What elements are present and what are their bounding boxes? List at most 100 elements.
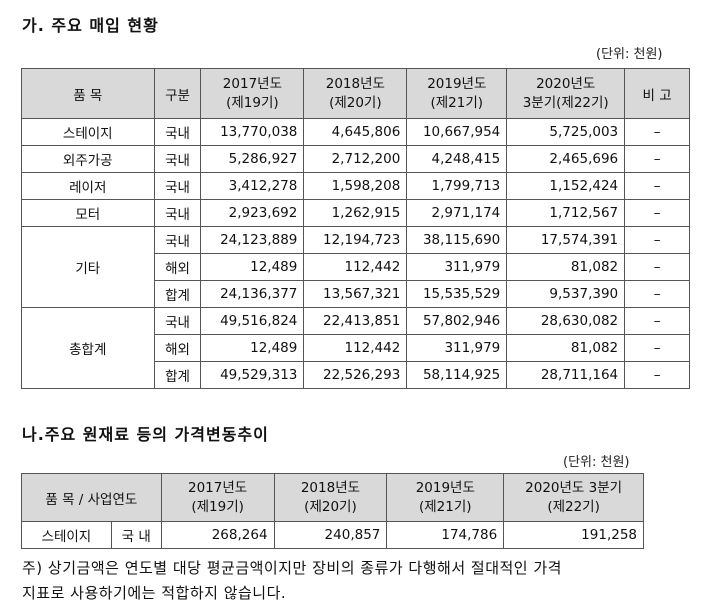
table-row: 기타 국내 24,123,889 12,194,723 38,115,690 1…	[21, 226, 690, 308]
cell-value: 49,516,824	[200, 307, 305, 335]
cell-item: 외주가공	[21, 145, 155, 173]
header-2018: 2018년도 (제20기)	[273, 473, 388, 522]
table-row: 외주가공 국내 5,286,927 2,712,200 4,248,415 2,…	[21, 145, 690, 173]
header-2019: 2019년도 (제21기)	[386, 473, 505, 522]
cell-value: 49,529,313	[200, 361, 305, 389]
cell-value: 4,248,415	[406, 145, 508, 173]
header-note: 비 고	[624, 68, 690, 119]
cell-value: 191,258	[503, 521, 644, 549]
cell-value: 9,537,390	[506, 280, 626, 308]
cell-value: 12,194,723	[303, 226, 408, 254]
cell-note: –	[624, 280, 690, 308]
header-2019: 2019년도 (제21기)	[406, 68, 508, 119]
cell-value: 2,465,696	[506, 145, 626, 173]
cell-type: 국내	[153, 172, 202, 200]
table-row: 해외 12,489 112,442 311,979 81,082 –	[22, 253, 690, 281]
table-row: 총합계 국내 49,516,824 22,413,851 57,802,946 …	[21, 307, 690, 389]
cell-value: 15,535,529	[406, 280, 508, 308]
cell-value: 5,725,003	[506, 118, 626, 146]
cell-value: 22,413,851	[303, 307, 408, 335]
table-row: 스테이지 국내 13,770,038 4,645,806 10,667,954 …	[21, 118, 690, 146]
cell-type: 합계	[153, 280, 202, 308]
cell-value: 112,442	[303, 253, 408, 281]
cell-item: 기타	[21, 226, 155, 308]
cell-value: 1,262,915	[303, 199, 408, 227]
cell-value: 10,667,954	[406, 118, 508, 146]
header-2017: 2017년도 (제19기)	[160, 473, 275, 522]
cell-value: 57,802,946	[406, 307, 508, 335]
cell-value: 3,412,278	[200, 172, 305, 200]
cell-value: 240,857	[273, 521, 388, 549]
table-row: 합계 24,136,377 13,567,321 15,535,529 9,53…	[22, 280, 690, 308]
cell-value: 38,115,690	[406, 226, 508, 254]
cell-type: 해외	[153, 334, 202, 362]
cell-value: 28,711,164	[506, 361, 626, 389]
table-row: 해외 12,489 112,442 311,979 81,082 –	[22, 334, 690, 362]
header-2020: 2020년도 3분기(제22기)	[506, 68, 626, 119]
cell-note: –	[624, 118, 690, 146]
footnote-line: 주) 상기금액은 연도별 대당 평균금액이지만 장비의 종류가 다행해서 절대적…	[22, 559, 562, 577]
cell-value: 24,136,377	[200, 280, 305, 308]
cell-value: 311,979	[406, 334, 508, 362]
cell-item: 스테이지	[21, 118, 155, 146]
cell-note: –	[624, 145, 690, 173]
cell-value: 2,971,174	[406, 199, 508, 227]
cell-item: 스테이지	[21, 521, 112, 549]
cell-type: 국내	[153, 199, 202, 227]
cell-value: 28,630,082	[506, 307, 626, 335]
cell-value: 22,526,293	[303, 361, 408, 389]
cell-type: 해외	[153, 253, 202, 281]
cell-note: –	[624, 307, 690, 335]
cell-value: 13,770,038	[200, 118, 305, 146]
cell-item: 모터	[21, 199, 155, 227]
purchase-table: 품 목 구분 2017년도 (제19기) 2018년도 (제20기) 2019년도(…	[21, 68, 690, 389]
cell-type: 국내	[153, 118, 202, 146]
cell-value: 81,082	[506, 334, 626, 362]
cell-item: 레이저	[21, 172, 155, 200]
section-b-title: 나.주요 원재료 등의 가격변동추이	[22, 425, 269, 444]
header-2017: 2017년도 (제19기)	[200, 68, 305, 119]
header-2018: 2018년도 (제20기)	[303, 68, 408, 119]
cell-value: 5,286,927	[200, 145, 305, 173]
header-item: 품 목 / 사업연도	[21, 473, 162, 522]
price-table: 품 목 / 사업연도 2017년도 (제19기) 2018년도 (제20기) 201…	[21, 473, 644, 549]
table-row: 모터 국내 2,923,692 1,262,915 2,971,174 1,71…	[21, 199, 690, 227]
cell-type: 합계	[153, 361, 202, 389]
cell-value: 1,712,567	[506, 199, 626, 227]
cell-value: 311,979	[406, 253, 508, 281]
cell-note: –	[624, 253, 690, 281]
table-row: 스테이지 국 내 268,264 240,857 174,786 191,258	[21, 521, 644, 549]
cell-value: 268,264	[160, 521, 275, 549]
cell-value: 24,123,889	[200, 226, 305, 254]
cell-value: 174,786	[386, 521, 505, 549]
header-row: 품 목 / 사업연도 2017년도 (제19기) 2018년도 (제20기) 201…	[21, 473, 644, 522]
section-a-unit: (단위: 천원)	[596, 47, 663, 62]
cell-type: 국내	[153, 145, 202, 173]
cell-type: 국내	[153, 307, 202, 335]
section-a-title: 가. 주요 매입 현황	[22, 16, 159, 35]
footnote-line: 지표로 사용하기에는 적합하지 않습니다.	[22, 584, 287, 602]
cell-value: 1,152,424	[506, 172, 626, 200]
table-row: 합계 49,529,313 22,526,293 58,114,925 28,7…	[22, 361, 690, 389]
cell-value: 12,489	[200, 253, 305, 281]
header-2020: 2020년도 3분기 (제22기)	[503, 473, 644, 522]
header-row: 품 목 구분 2017년도 (제19기) 2018년도 (제20기) 2019년도(…	[21, 68, 690, 119]
cell-type: 국내	[153, 226, 202, 254]
cell-value: 112,442	[303, 334, 408, 362]
cell-value: 58,114,925	[406, 361, 508, 389]
section-b-unit: (단위: 천원)	[563, 455, 630, 470]
cell-value: 1,598,208	[303, 172, 408, 200]
footnote: 주) 상기금액은 연도별 대당 평균금액이지만 장비의 종류가 다행해서 절대적…	[22, 556, 562, 606]
cell-note: –	[624, 172, 690, 200]
cell-item: 총합계	[21, 307, 155, 389]
cell-note: –	[624, 199, 690, 227]
cell-value: 17,574,391	[506, 226, 626, 254]
cell-value: 12,489	[200, 334, 305, 362]
header-type: 구분	[153, 68, 202, 119]
cell-value: 4,645,806	[303, 118, 408, 146]
cell-value: 2,923,692	[200, 199, 305, 227]
header-item: 품 목	[21, 68, 155, 119]
table-row: 레이저 국내 3,412,278 1,598,208 1,799,713 1,1…	[21, 172, 690, 200]
cell-value: 13,567,321	[303, 280, 408, 308]
cell-value: 1,799,713	[406, 172, 508, 200]
